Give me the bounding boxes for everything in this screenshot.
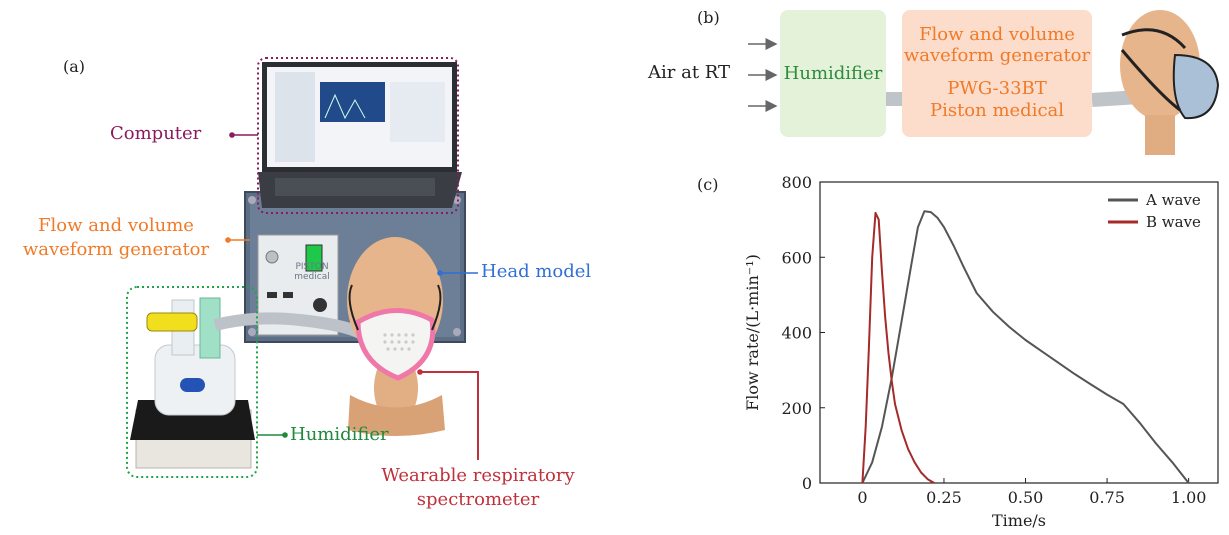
label-spectrometer-line2: spectrometer xyxy=(416,489,540,510)
leader-computer xyxy=(229,132,258,138)
tube-humidifier-generator xyxy=(884,92,904,106)
humidifier-box xyxy=(780,10,886,137)
panel-c-chart: (c) 0 0.25 0.50 0.75 1.00 0 200 400 600 800 Time/s… xyxy=(640,170,1229,535)
head-model-photo xyxy=(1120,10,1220,155)
device-brand-text: PISTON medical xyxy=(294,262,330,282)
x-tick-label: 0.75 xyxy=(1089,488,1125,507)
leader-humidifier xyxy=(257,432,288,438)
series-line-a-wave xyxy=(861,210,1190,484)
label-humidifier: Humidifier xyxy=(290,424,389,445)
generator-box xyxy=(902,10,1092,137)
y-tick-label: 800 xyxy=(781,173,812,192)
panel-a-photo: (a) xyxy=(22,57,592,510)
panel-b-schematic: (b) Air at RT Humidifier Flow and volume… xyxy=(640,0,1229,170)
panel-a-letter: (a) xyxy=(63,57,86,76)
generator-line-2: waveform generator xyxy=(903,45,1091,66)
y-tick-label: 600 xyxy=(781,248,812,267)
y-tick-label: 0 xyxy=(802,474,812,493)
schematic-graphics xyxy=(748,10,1220,155)
leader-head-model xyxy=(437,270,478,276)
panel-c-letter: (c) xyxy=(697,175,719,194)
computer-highlight-box xyxy=(257,57,459,214)
x-tick-label: 0.50 xyxy=(1008,488,1044,507)
setup-illustration xyxy=(126,57,479,478)
panel-b-letter: (b) xyxy=(697,8,720,27)
input-air-label: Air at RT xyxy=(648,62,731,83)
generator-line-1: Flow and volume xyxy=(919,24,1075,45)
label-head-model: Head model xyxy=(481,261,592,282)
label-computer: Computer xyxy=(110,123,202,144)
humidifier-device xyxy=(130,297,255,469)
x-tick-label: 0 xyxy=(857,488,867,507)
leader-spectrometer xyxy=(417,369,479,460)
label-generator-line1: Flow and volume xyxy=(38,215,194,236)
flow-rate-chart: 0 0.25 0.50 0.75 1.00 0 200 400 600 800 Time/s Flow… xyxy=(743,173,1219,530)
legend-label: B wave xyxy=(1146,213,1201,231)
generator-line-3: PWG-33BT xyxy=(947,78,1047,99)
y-axis-label: Flow rate/(L·min⁻¹) xyxy=(743,254,762,411)
head-model xyxy=(347,237,445,436)
leader-generator xyxy=(225,237,250,243)
laptop-computer xyxy=(258,62,462,208)
humidifier-highlight-box xyxy=(126,286,258,478)
label-spectrometer-line1: Wearable respiratory xyxy=(381,465,575,486)
generator-line-4: Piston medical xyxy=(929,100,1065,121)
x-axis-label: Time/s xyxy=(992,511,1046,530)
series-line-b-wave xyxy=(861,211,935,484)
label-generator-line2: waveform generator xyxy=(22,239,210,260)
y-tick-label: 400 xyxy=(781,324,812,343)
x-tick-label: 0.25 xyxy=(926,488,962,507)
y-tick-label: 200 xyxy=(781,399,812,418)
x-tick-label: 1.00 xyxy=(1171,488,1207,507)
humidifier-box-label: Humidifier xyxy=(783,63,883,84)
legend-label: A wave xyxy=(1145,191,1201,209)
